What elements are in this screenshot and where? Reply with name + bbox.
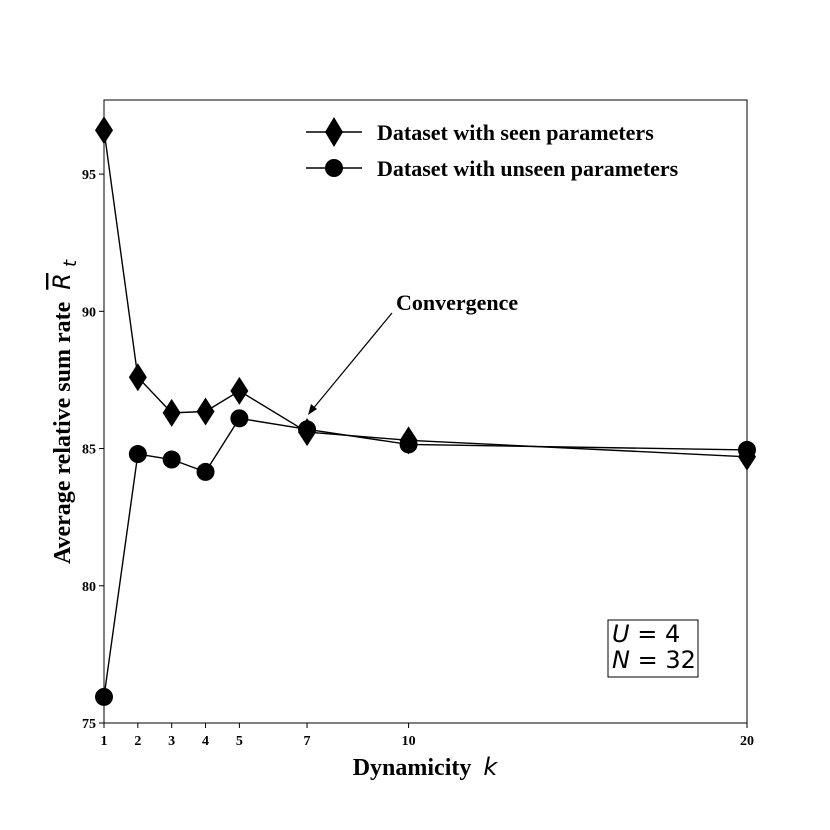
data-point-circle [298,420,317,439]
legend-label-unseen: Dataset with unseen parameters [377,156,679,181]
y-tick-label: 90 [82,305,96,320]
x-tick-label: 2 [134,734,141,749]
y-tick-label: 80 [82,580,96,595]
y-tick-label: 95 [82,168,96,183]
y-axis-label: Average relative sum rate R t [48,259,81,564]
legend-marker-circle-icon [325,159,343,177]
x-axis-label-text: Dynamicity [353,755,472,781]
parameter-n-value: = 32 [638,646,696,674]
y-axis-label-group: Average relative sum rate R t [48,259,81,564]
parameter-n: N = 32 [612,646,696,674]
y-axis-label-text: Average relative sum rate [50,301,76,564]
data-point-circle [196,462,215,481]
y-tick-label: 75 [82,717,96,732]
data-point-diamond [230,376,249,405]
data-point-diamond [162,398,181,427]
data-point-circle [95,687,113,706]
series-layer [95,116,756,706]
x-axis-label: Dynamicity k [353,753,499,781]
x-tick-label: 3 [168,734,175,749]
convergence-annotation: Convergence [308,290,518,415]
convergence-arrow-head [308,404,317,415]
parameter-u-var: U [612,620,630,648]
data-point-circle [230,409,249,428]
y-axis-label-var: R [48,273,76,290]
x-axis-label-var: k [483,753,498,781]
x-tick-label: 1 [101,734,108,749]
parameter-box: U = 4 N = 32 [607,619,699,678]
data-point-diamond [95,116,113,145]
x-tick-label: 4 [202,734,209,749]
x-tick-label: 20 [740,734,754,749]
data-point-diamond [196,397,215,426]
convergence-arrow-line [311,312,393,411]
parameter-n-var: N [612,646,630,674]
y-tick-label: 85 [82,443,96,458]
data-point-diamond [128,363,147,392]
series-line-seen [103,130,748,458]
x-tick-label: 7 [304,734,311,749]
convergence-label: Convergence [396,290,518,315]
data-point-circle [738,440,756,459]
legend-marker-diamond-icon [325,117,343,147]
parameter-u: U = 4 [612,620,680,648]
data-point-circle [128,445,147,464]
y-axis-label-sub: t [60,259,81,267]
plot-area-frame [103,99,748,724]
data-point-circle [162,450,181,469]
x-tick-label: 5 [236,734,243,749]
legend: Dataset with seen parameters Dataset wit… [306,117,679,181]
x-tick-label: 10 [402,734,416,749]
parameter-u-value: = 4 [637,620,680,648]
legend-label-seen: Dataset with seen parameters [377,120,654,145]
data-point-circle [399,435,418,454]
parameter-box-frame [607,619,699,678]
axis-ticks: 1 2 3 4 5 7 10 20 75 80 85 90 95 [82,168,754,749]
